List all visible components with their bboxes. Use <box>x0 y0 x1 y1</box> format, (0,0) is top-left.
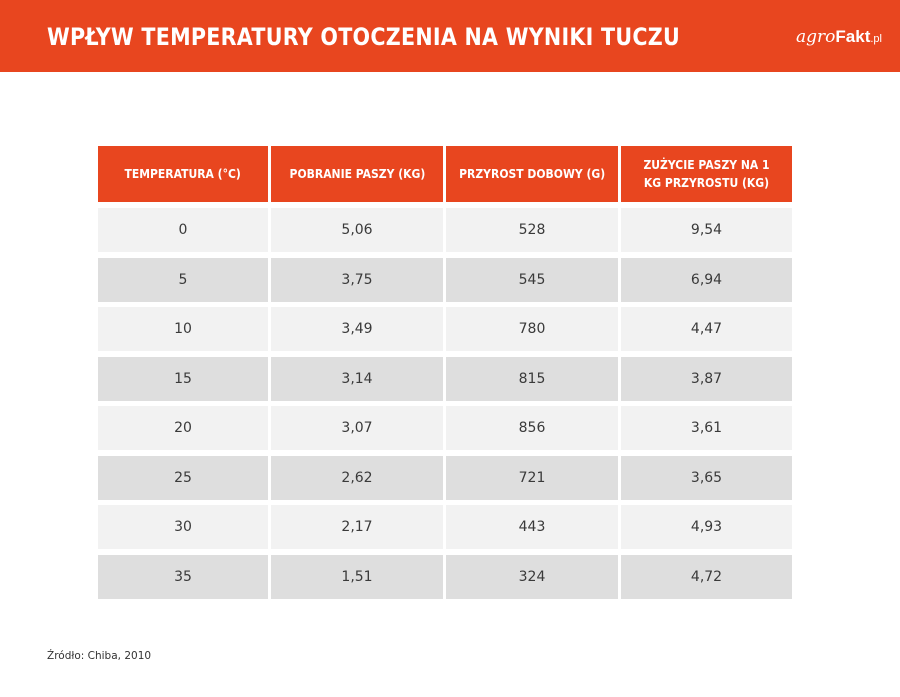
table-cell: 35 <box>98 554 268 599</box>
column-header-temperature: TEMPERATURA (°C) <box>98 146 268 202</box>
table-cell: 2,62 <box>271 455 443 500</box>
table-cell: 15 <box>98 356 268 401</box>
table-cell: 3,14 <box>271 356 443 401</box>
table-cell: 3,49 <box>271 307 443 351</box>
table-cell: 815 <box>446 356 618 401</box>
table-cell: 4,72 <box>621 554 792 599</box>
logo-fakt-text: Fakt <box>835 27 871 46</box>
table-cell: 443 <box>446 505 618 549</box>
table-cell: 4,47 <box>621 307 792 351</box>
table-cell: 20 <box>98 406 268 450</box>
column-header-label: PRZYROST DOBOWY (G) <box>458 167 606 181</box>
column-header-feed-conversion: ZUŻYCIE PASZY NA 1 KG PRZYROSTU (KG) <box>621 146 792 202</box>
table-cell: 4,93 <box>621 505 792 549</box>
column-header-label: POBRANIE PASZY (KG) <box>289 167 425 181</box>
table-cell: 545 <box>446 257 618 302</box>
column-header-daily-gain: PRZYROST DOBOWY (G) <box>446 146 618 202</box>
table-cell: 3,75 <box>271 257 443 302</box>
column-header-label: ZUŻYCIE PASZY NA 1 KG PRZYROSTU (KG) <box>643 158 770 190</box>
table-cell: 3,07 <box>271 406 443 450</box>
table-cell: 9,54 <box>621 208 792 252</box>
logo-pl-text: .pl <box>870 33 882 45</box>
column-header-feed-intake: POBRANIE PASZY (KG) <box>271 146 443 202</box>
table-cell: 5 <box>98 257 268 302</box>
column-header-label: TEMPERATURA (°C) <box>124 167 242 181</box>
table-cell: 25 <box>98 455 268 500</box>
data-table: TEMPERATURA (°C) POBRANIE PASZY (KG) PRZ… <box>98 146 792 604</box>
header-bar: WPŁYW TEMPERATURY OTOCZENIA NA WYNIKI TU… <box>0 0 900 72</box>
table-cell: 5,06 <box>271 208 443 252</box>
table-cell: 2,17 <box>271 505 443 549</box>
table-cell: 1,51 <box>271 554 443 599</box>
table-cell: 3,65 <box>621 455 792 500</box>
table-cell: 324 <box>446 554 618 599</box>
table-cell: 3,87 <box>621 356 792 401</box>
table-cell: 10 <box>98 307 268 351</box>
page-title: WPŁYW TEMPERATURY OTOCZENIA NA WYNIKI TU… <box>47 23 681 51</box>
table-cell: 6,94 <box>621 257 792 302</box>
source-note: Źródło: Chiba, 2010 <box>47 650 152 662</box>
table-cell: 856 <box>446 406 618 450</box>
agrofakt-logo[interactable]: agroFakt.pl <box>796 26 882 50</box>
table-cell: 780 <box>446 307 618 351</box>
logo-agro-text: agro <box>796 27 836 47</box>
table-cell: 721 <box>446 455 618 500</box>
table-cell: 30 <box>98 505 268 549</box>
table-cell: 0 <box>98 208 268 252</box>
table-cell: 528 <box>446 208 618 252</box>
table-cell: 3,61 <box>621 406 792 450</box>
